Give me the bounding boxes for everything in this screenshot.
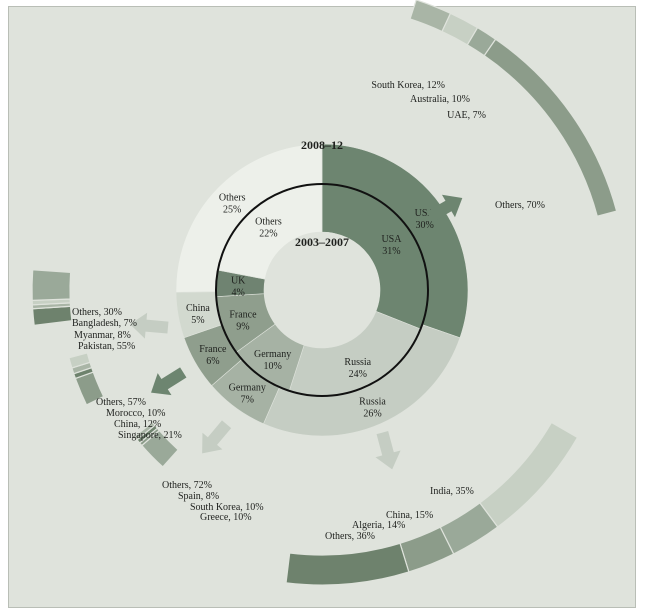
breakdown-germany-label-3: Greece, 10% — [200, 512, 252, 523]
breakdown-germany-label-0: Others, 72% — [162, 480, 212, 491]
breakdown-germany-label-1: Spain, 8% — [178, 491, 219, 502]
arrow-to-france-breakdown — [151, 367, 187, 396]
breakdown-russia-label-0: India, 35% — [430, 486, 474, 497]
outer-label-line: France — [199, 344, 227, 355]
breakdown-france-segment-3 — [68, 352, 91, 369]
breakdown-china-label-2: Myanmar, 8% — [74, 330, 131, 341]
inner-label-line: 4% — [231, 288, 244, 299]
breakdown-china-label-1: Bangladesh, 7% — [72, 318, 137, 329]
outer-label-usa: USA 30% — [415, 208, 436, 231]
outer-label-line: China — [186, 303, 210, 314]
arrow-to-germany-breakdown — [202, 420, 232, 454]
inner-label-line: 9% — [236, 321, 249, 332]
inner-label-line: France — [229, 309, 257, 320]
breakdown-usa-label-0: South Korea, 12% — [371, 80, 445, 91]
inner-label-line: Others — [255, 216, 282, 227]
arrow-shape — [375, 431, 401, 470]
inner-label-line: Russia — [344, 357, 371, 368]
outer-label-line: 25% — [223, 205, 241, 216]
breakdown-france-label-3: Singapore, 21% — [118, 430, 182, 441]
outer-label-line: 30% — [415, 220, 433, 231]
inner-label-line: 10% — [263, 361, 281, 372]
breakdown-usa-label-1: Australia, 10% — [410, 94, 470, 105]
inner-label-line: USA — [381, 234, 402, 245]
breakdown-china-segment-3 — [31, 269, 72, 301]
outer-label-line: 5% — [191, 315, 204, 326]
outer-label-line: 6% — [206, 356, 219, 367]
breakdown-usa-label-3: Others, 70% — [495, 200, 545, 211]
breakdown-russia-segment-0 — [478, 421, 579, 528]
period-divider-ring — [215, 183, 429, 397]
breakdown-france-label-2: China, 12% — [114, 419, 161, 430]
inner-label-russia: Russia 24% — [344, 357, 371, 380]
inner-label-line: UK — [231, 276, 246, 287]
arrow-shape — [202, 420, 232, 454]
outer-label-russia: Russia 26% — [359, 396, 386, 419]
inner-label-uk: UK 4% — [231, 276, 246, 299]
outer-label-china: China 5% — [186, 303, 210, 326]
breakdown-usa-segment-3 — [483, 38, 618, 217]
inner-label-line: 24% — [349, 369, 367, 380]
breakdown-france-label-0: Others, 57% — [96, 397, 146, 408]
arrow-to-usa-breakdown — [426, 194, 463, 223]
inner-label-others: Others 22% — [255, 216, 282, 239]
inner-label-france: France 9% — [229, 309, 257, 332]
breakdown-china-label-3: Pakistan, 55% — [78, 341, 135, 352]
breakdown-russia-label-2: Algeria, 14% — [352, 520, 405, 531]
breakdown-china-segment-0 — [31, 305, 73, 327]
breakdown-germany-label-2: South Korea, 10% — [190, 502, 264, 513]
inner-period-title: 2003–2007 — [295, 235, 349, 249]
arrow-to-russia-breakdown — [375, 431, 401, 470]
outer-label-line: Germany — [229, 382, 266, 393]
outer-label-line: Russia — [359, 396, 386, 407]
breakdown-china-label-0: Others, 30% — [72, 307, 122, 318]
breakdown-usa-label-2: UAE, 7% — [447, 110, 486, 121]
outer-label-line: Others — [219, 193, 246, 204]
arrow-shape — [151, 367, 187, 396]
outer-label-others: Others 25% — [219, 193, 246, 216]
arrow-shape — [130, 312, 169, 339]
outer-label-france: France 6% — [199, 344, 227, 367]
donut-hole — [264, 232, 380, 348]
inner-label-usa: USA 31% — [381, 234, 402, 257]
inner-label-germany: Germany 10% — [254, 349, 291, 372]
inner-label-line: 22% — [259, 228, 277, 239]
breakdown-france-label-1: Morocco, 10% — [106, 408, 165, 419]
outer-period-title: 2008–12 — [301, 138, 343, 152]
inner-label-line: Germany — [254, 349, 291, 360]
outer-label-line: 7% — [241, 394, 254, 405]
outer-label-line: 26% — [363, 408, 381, 419]
inner-label-line: 31% — [382, 246, 400, 257]
breakdown-germany-segment-3 — [133, 421, 156, 441]
breakdown-russia-segment-3 — [285, 542, 410, 586]
arrow-to-china-breakdown — [130, 312, 169, 339]
arrow-shape — [426, 194, 463, 223]
breakdown-russia-label-1: China, 15% — [386, 510, 433, 521]
outer-label-germany: Germany 7% — [229, 382, 266, 405]
breakdown-russia-label-3: Others, 36% — [325, 531, 375, 542]
outer-label-line: USA — [415, 208, 436, 219]
